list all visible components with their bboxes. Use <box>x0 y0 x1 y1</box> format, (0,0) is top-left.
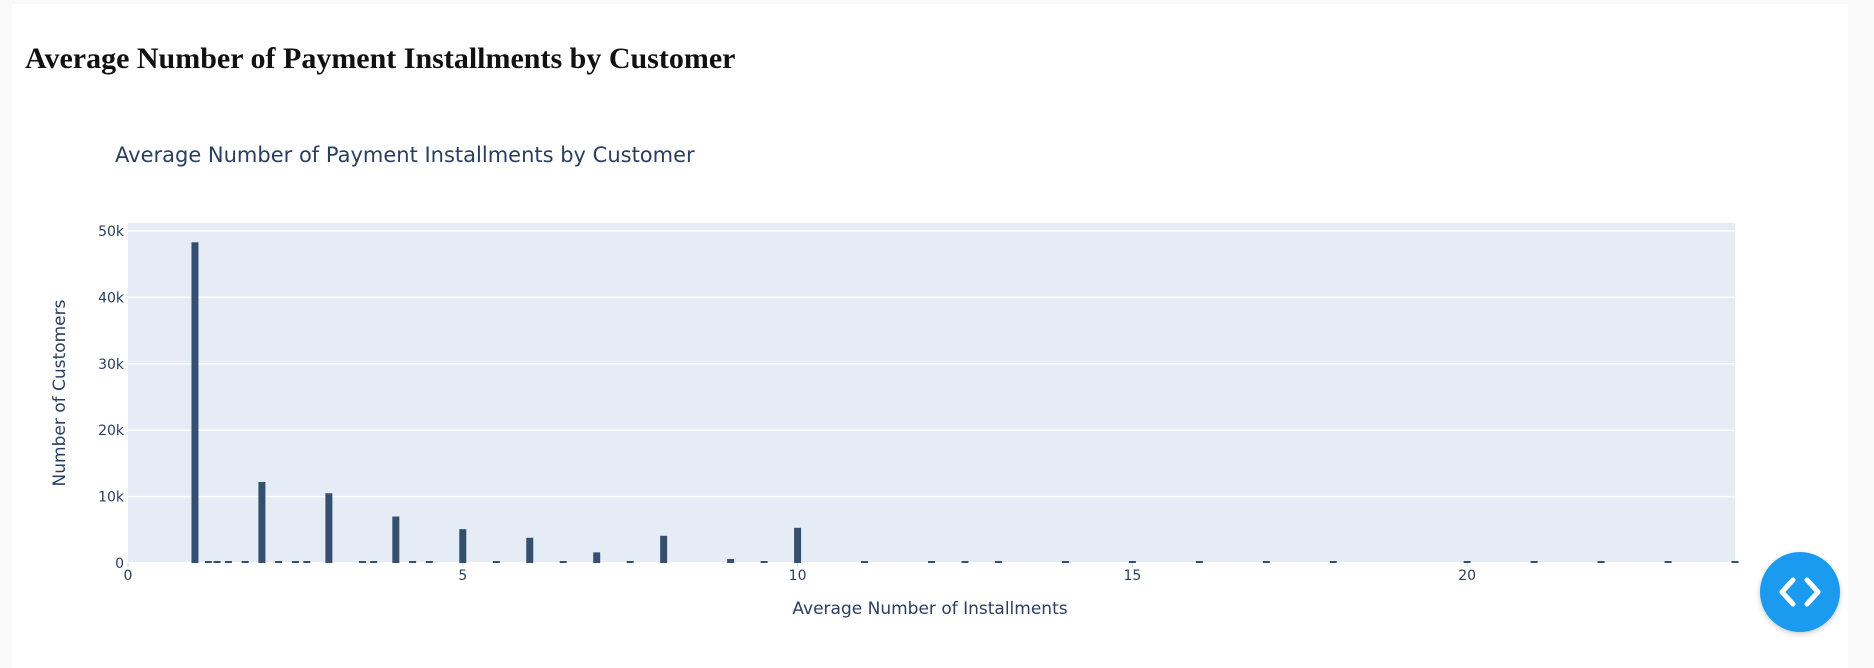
bar[interactable] <box>1061 561 1069 563</box>
bar[interactable] <box>1530 561 1538 563</box>
x-tick-label: 10 <box>789 568 807 584</box>
bar[interactable] <box>727 559 735 563</box>
bar[interactable] <box>593 552 601 563</box>
x-axis-title: Average Number of Installments <box>792 599 1067 619</box>
bar[interactable] <box>392 516 400 563</box>
bar[interactable] <box>325 493 333 563</box>
bar[interactable] <box>241 561 249 563</box>
bar[interactable] <box>1195 561 1203 563</box>
bar[interactable] <box>1664 561 1672 563</box>
y-tick-label: 10k <box>98 490 125 506</box>
y-tick-label: 0 <box>115 556 124 572</box>
y-tick-label: 30k <box>98 357 125 373</box>
bar[interactable] <box>559 561 567 563</box>
plot-area-background <box>128 223 1735 563</box>
code-toggle-button[interactable] <box>1760 552 1840 632</box>
x-tick-label: 15 <box>1123 568 1141 584</box>
y-tick-label: 40k <box>98 290 125 306</box>
bar[interactable] <box>370 561 378 563</box>
bar[interactable] <box>861 561 869 563</box>
bar[interactable] <box>1597 561 1605 563</box>
bar[interactable] <box>760 561 768 563</box>
x-tick-label: 20 <box>1458 568 1476 584</box>
bar[interactable] <box>1262 561 1270 563</box>
x-tick-label: 0 <box>124 568 133 584</box>
bar[interactable] <box>303 561 311 563</box>
bar[interactable] <box>1463 561 1471 563</box>
bar[interactable] <box>526 537 534 563</box>
bar[interactable] <box>459 529 467 563</box>
chart-title: Average Number of Payment Installments b… <box>115 143 695 167</box>
bar[interactable] <box>492 561 500 563</box>
bar[interactable] <box>275 561 283 563</box>
bar[interactable] <box>928 561 935 563</box>
y-tick-label: 20k <box>98 423 125 439</box>
bar[interactable] <box>1128 561 1136 563</box>
y-axis-title: Number of Customers <box>50 299 70 486</box>
bar[interactable] <box>409 561 417 563</box>
x-axis-ticks: 0 5 10 15 20 <box>124 563 1476 584</box>
bars-group <box>191 242 1739 563</box>
y-axis-ticks: 0 10k 20k 30k 40k 50k <box>98 224 125 572</box>
bar[interactable] <box>794 527 802 563</box>
bar[interactable] <box>358 561 366 563</box>
y-tick-label: 50k <box>98 224 125 240</box>
page-heading: Average Number of Payment Installments b… <box>25 42 736 75</box>
bar[interactable] <box>258 481 266 563</box>
bar[interactable] <box>660 535 668 563</box>
bar[interactable] <box>1329 561 1337 563</box>
bar[interactable] <box>1731 561 1739 563</box>
bar[interactable] <box>213 561 221 563</box>
code-brackets-icon <box>1779 577 1821 607</box>
bar[interactable] <box>191 242 199 563</box>
bar[interactable] <box>626 561 634 563</box>
bar[interactable] <box>291 561 299 563</box>
bar[interactable] <box>994 561 1002 563</box>
bar[interactable] <box>224 561 232 563</box>
bar[interactable] <box>204 561 212 563</box>
bar[interactable] <box>961 561 969 563</box>
bar[interactable] <box>425 561 433 563</box>
x-tick-label: 5 <box>458 568 467 584</box>
